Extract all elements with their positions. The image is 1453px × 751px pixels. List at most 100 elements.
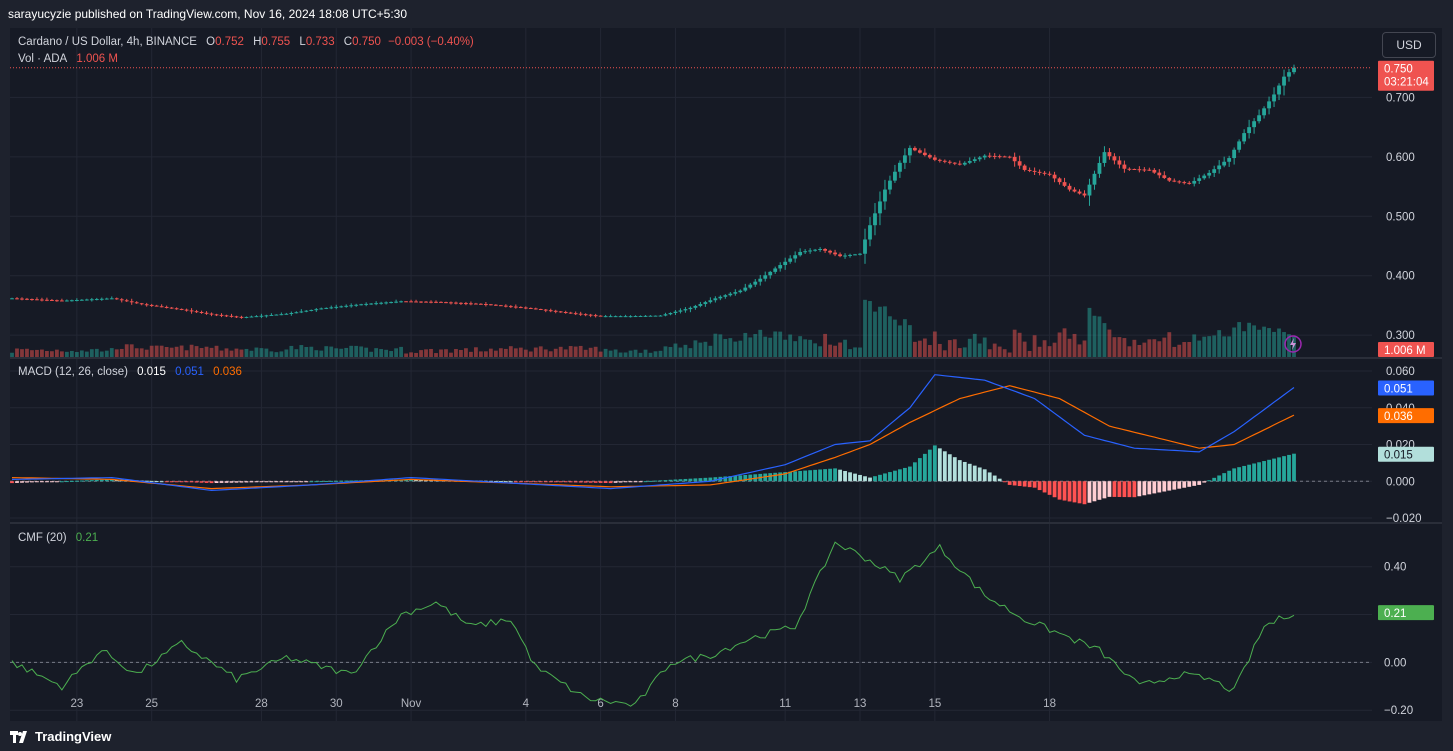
macd-histogram-bar <box>927 449 932 482</box>
candle-body <box>1232 149 1237 159</box>
volume-bar <box>1082 340 1087 357</box>
volume-bar <box>623 352 628 357</box>
x-tick-label: 15 <box>928 698 941 710</box>
x-tick-label: Nov <box>401 698 422 710</box>
volume-bar <box>1187 341 1192 357</box>
volume-bar <box>244 348 249 357</box>
volume-bar <box>10 352 14 357</box>
candle-body <box>429 301 433 303</box>
volume-bar <box>613 349 618 357</box>
macd-histogram-bar <box>1137 481 1142 497</box>
candle-body <box>833 252 837 255</box>
candle-body <box>1237 141 1242 150</box>
macd-histogram-bar <box>1222 473 1227 482</box>
macd-histogram-bar <box>563 481 568 483</box>
volume-bar <box>883 306 887 357</box>
macd-histogram-bar <box>20 481 24 483</box>
macd-histogram-bar <box>912 462 917 482</box>
volume-bar <box>129 344 134 357</box>
volume-bar <box>957 348 962 357</box>
candle-body <box>394 301 399 303</box>
candle-body <box>793 255 798 259</box>
candle-body <box>349 305 354 307</box>
candle-body <box>224 315 229 317</box>
macd-title[interactable]: MACD (12, 26, close) <box>18 366 128 378</box>
volume-bar <box>818 346 823 357</box>
publish-bar: sarayucyzie published on TradingView.com… <box>0 0 1453 28</box>
volume-bar <box>1042 340 1047 357</box>
volume-bar <box>229 350 234 357</box>
volume-bar <box>1032 335 1037 357</box>
macd-legend: MACD (12, 26, close) 0.015 0.051 0.036 <box>18 366 244 378</box>
volume-bar <box>937 343 942 357</box>
symbol-title[interactable]: Cardano / US Dollar, 4h, BINANCE <box>18 36 197 48</box>
candle-body <box>164 306 169 308</box>
candle-body <box>119 299 124 301</box>
macd-histogram-bar <box>1097 481 1102 500</box>
macd-histogram-bar <box>284 481 289 483</box>
candle-body <box>264 315 269 317</box>
volume-label[interactable]: Vol · ADA <box>18 53 68 65</box>
macd-histogram-bar <box>868 477 872 482</box>
macd-histogram-bar <box>50 481 54 483</box>
macd-histogram-bar <box>1157 481 1162 493</box>
candle-body <box>1007 156 1012 158</box>
candle-body <box>888 180 892 190</box>
candle-body <box>683 309 688 311</box>
volume-bar <box>573 346 578 357</box>
macd-histogram-bar <box>903 467 907 482</box>
volume-bar <box>1222 336 1227 357</box>
volume-bar <box>1162 337 1167 357</box>
volume-bar <box>598 351 603 357</box>
volume-bar <box>449 352 453 357</box>
candle-body <box>219 314 224 316</box>
candle-body <box>1197 178 1202 181</box>
macd-histogram-bar <box>688 478 693 482</box>
macd-histogram-bar <box>628 481 633 483</box>
candle-body <box>1292 67 1296 73</box>
macd-histogram-bar <box>653 480 658 482</box>
candle-body <box>768 271 773 276</box>
macd-histogram-bar <box>1122 481 1127 498</box>
chart-canvas[interactable]: 23 25 28 30 Nov 4 6 8 11 13 15 18 0.300 0.400 0.500 0.6… <box>10 28 1442 721</box>
macd-histogram-bar <box>184 481 189 483</box>
candle-body <box>30 299 34 301</box>
tradingview-logo[interactable]: TradingView <box>10 729 111 744</box>
candle-body <box>239 316 244 318</box>
chart-area[interactable]: 23 25 28 30 Nov 4 6 8 11 13 15 18 0.300 0.400 0.500 0.6… <box>10 28 1442 721</box>
macd-histogram-bar <box>997 478 1002 482</box>
candle-body <box>708 300 713 303</box>
macd-histogram-bar <box>573 481 578 483</box>
volume-bar <box>254 347 259 357</box>
macd-histogram-bar <box>533 481 538 483</box>
candle-body <box>987 155 992 157</box>
currency-button[interactable]: USD <box>1382 32 1436 58</box>
candle-body <box>942 160 947 162</box>
cmf-title[interactable]: CMF (20) <box>18 532 67 544</box>
candle-body <box>1037 171 1042 173</box>
pane-divider-macd[interactable] <box>10 357 1442 359</box>
volume-bar <box>588 347 593 357</box>
macd-histogram-bar <box>748 474 753 482</box>
volume-bar <box>703 341 708 357</box>
volume-bar <box>464 348 468 357</box>
volume-legend: Vol · ADA 1.006 M <box>18 53 120 65</box>
volume-bar <box>893 319 897 357</box>
candle-body <box>738 290 743 293</box>
candle-body <box>608 316 613 318</box>
volume-bar <box>379 349 384 357</box>
close-label: C <box>343 36 353 48</box>
cmf-badge-bg <box>1378 605 1434 621</box>
x-tick-label: 23 <box>70 698 83 710</box>
volume-bar <box>1072 333 1077 357</box>
macd-histogram-bar <box>768 473 773 482</box>
pane-divider-cmf[interactable] <box>10 522 1442 524</box>
candle-body <box>638 315 643 317</box>
macd-histogram-bar <box>1007 481 1012 485</box>
candle-body <box>873 213 877 226</box>
low-value: 0.733 <box>305 36 335 48</box>
macd-histogram-bar <box>773 472 778 482</box>
candle-body <box>289 313 294 315</box>
volume-bar <box>409 352 413 357</box>
volume-bar <box>35 349 39 357</box>
